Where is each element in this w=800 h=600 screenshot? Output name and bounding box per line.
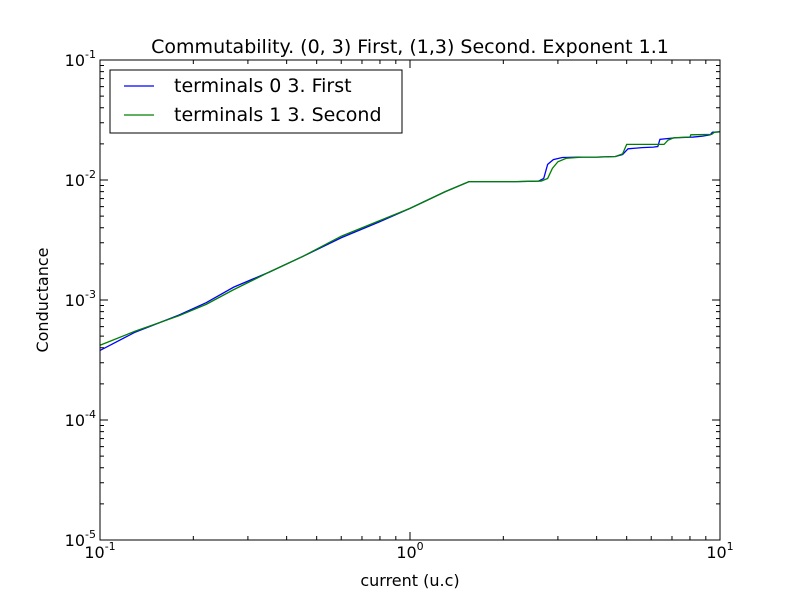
y-tick-label: 10-3 (65, 288, 96, 310)
chart-title: Commutability. (0, 3) First, (1,3) Secon… (151, 36, 669, 58)
legend-label-series-1: terminals 0 3. First (174, 75, 352, 97)
legend-label-series-2: terminals 1 3. Second (174, 104, 382, 126)
legend-frame (109, 69, 403, 134)
series-line-2 (100, 131, 720, 346)
y-tick-label: 10-1 (65, 48, 96, 70)
x-tick-label: 101 (706, 540, 733, 562)
y-tick-label: 10-2 (65, 168, 96, 190)
tick-layer: 10-1 100 101 10-5 10-4 10-3 10-2 10-1 (65, 48, 734, 562)
x-axis-label: current (u.c) (360, 571, 459, 590)
x-tick-label: 100 (396, 540, 423, 562)
y-axis-label: Conductance (33, 247, 52, 352)
y-tick-label: 10-5 (65, 528, 96, 550)
legend: terminals 0 3. First terminals 1 3. Seco… (109, 69, 403, 134)
y-tick-label: 10-4 (65, 408, 96, 430)
series-layer (100, 131, 720, 352)
x-tick-label: 10-1 (84, 540, 115, 562)
